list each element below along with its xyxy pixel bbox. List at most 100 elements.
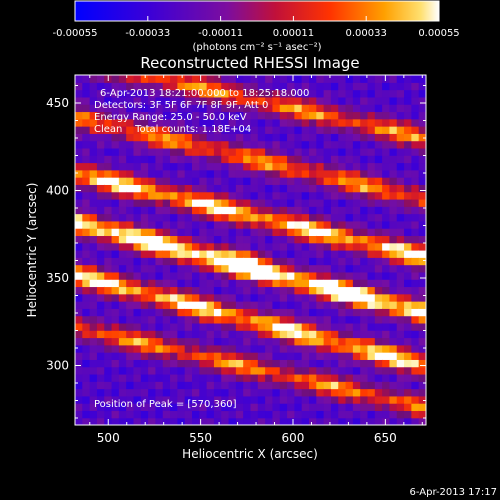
heatmap-cell bbox=[389, 235, 398, 244]
heatmap-cell bbox=[118, 381, 127, 390]
heatmap-cell bbox=[243, 198, 252, 207]
heatmap-cell bbox=[374, 111, 383, 120]
heatmap-cell bbox=[279, 206, 288, 215]
heatmap-cell bbox=[199, 395, 208, 404]
heatmap-cell bbox=[199, 410, 208, 419]
heatmap-cell bbox=[82, 301, 91, 309]
heatmap-cell bbox=[111, 366, 120, 375]
heatmap-cell bbox=[82, 126, 91, 134]
heatmap-cell bbox=[323, 271, 332, 280]
heatmap-cell bbox=[206, 301, 215, 309]
heatmap-cell bbox=[206, 89, 215, 98]
heatmap-cell bbox=[184, 104, 193, 113]
heatmap-cell bbox=[396, 228, 405, 237]
heatmap-cell bbox=[374, 75, 383, 83]
heatmap-cell bbox=[272, 257, 281, 266]
heatmap-cell bbox=[155, 104, 164, 113]
heatmap-cell bbox=[111, 75, 120, 83]
heatmap-cell bbox=[104, 257, 113, 266]
heatmap-cell bbox=[396, 191, 405, 200]
heatmap-cell bbox=[411, 242, 420, 251]
heatmap-cell bbox=[309, 286, 317, 295]
heatmap-cell bbox=[316, 206, 325, 215]
heatmap-cell bbox=[96, 257, 105, 266]
heatmap-cell bbox=[279, 220, 288, 229]
heatmap-cell bbox=[170, 177, 178, 185]
heatmap-cell bbox=[330, 344, 339, 353]
heatmap-cell bbox=[228, 301, 237, 309]
heatmap-cell bbox=[396, 169, 405, 178]
heatmap-cell bbox=[279, 235, 288, 244]
heatmap-cell bbox=[309, 359, 317, 368]
heatmap-cell bbox=[352, 322, 361, 331]
heatmap-cell bbox=[199, 104, 208, 113]
heatmap-cell bbox=[104, 308, 113, 317]
heatmap-cell bbox=[213, 330, 222, 339]
heatmap-cell bbox=[301, 308, 310, 317]
heatmap-cell bbox=[213, 308, 222, 317]
heatmap-cell bbox=[192, 381, 200, 390]
heatmap-cell bbox=[330, 279, 339, 288]
heatmap-cell bbox=[206, 235, 215, 244]
heatmap-cell bbox=[213, 104, 222, 113]
heatmap-cell bbox=[316, 169, 325, 178]
heatmap-cell bbox=[272, 111, 281, 120]
heatmap-cell bbox=[301, 118, 310, 127]
heatmap-cell bbox=[148, 220, 157, 229]
heatmap-cell bbox=[374, 198, 383, 207]
heatmap-cell bbox=[111, 82, 120, 91]
heatmap-cell bbox=[192, 410, 200, 419]
heatmap-cell bbox=[250, 388, 259, 397]
heatmap-cell bbox=[404, 308, 412, 317]
heatmap-cell bbox=[89, 89, 98, 98]
heatmap-cell bbox=[396, 417, 405, 425]
heatmap-cell bbox=[96, 242, 105, 251]
heatmap-cell bbox=[206, 366, 215, 375]
heatmap-cell bbox=[140, 271, 149, 280]
heatmap-cell bbox=[206, 271, 215, 280]
heatmap-cell bbox=[287, 126, 295, 134]
heatmap-cell bbox=[75, 279, 83, 288]
heatmap-cell bbox=[418, 315, 426, 324]
heatmap-cell bbox=[309, 395, 317, 404]
heatmap-cell bbox=[206, 257, 215, 266]
heatmap-cell bbox=[404, 184, 412, 193]
heatmap-cell bbox=[404, 381, 412, 390]
heatmap-cell bbox=[104, 359, 113, 368]
heatmap-cell bbox=[133, 250, 142, 258]
heatmap-cell bbox=[257, 220, 266, 229]
heatmap-cell bbox=[411, 75, 420, 83]
heatmap-cell bbox=[389, 286, 398, 295]
heatmap-cell bbox=[199, 344, 208, 353]
heatmap-cell bbox=[330, 264, 339, 273]
heatmap-cell bbox=[360, 169, 369, 178]
heatmap-cell bbox=[330, 118, 339, 127]
heatmap-cell bbox=[374, 344, 383, 353]
heatmap-cell bbox=[75, 155, 83, 164]
heatmap-cell bbox=[89, 293, 98, 302]
heatmap-cell bbox=[75, 293, 83, 302]
heatmap-cell bbox=[396, 75, 405, 83]
heatmap-cell bbox=[243, 315, 252, 324]
heatmap-cell bbox=[177, 75, 186, 83]
heatmap-cell bbox=[316, 337, 325, 346]
heatmap-cell bbox=[352, 220, 361, 229]
heatmap-cell bbox=[265, 279, 274, 288]
heatmap-cell bbox=[243, 133, 252, 142]
heatmap-cell bbox=[323, 417, 332, 425]
heatmap-cell bbox=[265, 337, 274, 346]
heatmap-cell bbox=[396, 381, 405, 390]
heatmap-cell bbox=[221, 133, 230, 142]
heatmap-cell bbox=[228, 264, 237, 273]
heatmap-cell bbox=[118, 359, 127, 368]
heatmap-cell bbox=[257, 395, 266, 404]
heatmap-cell bbox=[148, 118, 157, 127]
heatmap-cell bbox=[396, 184, 405, 193]
x-tick-label: 650 bbox=[374, 431, 397, 445]
heatmap-cell bbox=[418, 82, 426, 91]
heatmap-cell bbox=[352, 403, 361, 412]
heatmap-cell bbox=[418, 206, 426, 215]
heatmap-cell bbox=[89, 403, 98, 412]
heatmap-cell bbox=[352, 198, 361, 207]
heatmap-cell bbox=[213, 140, 222, 149]
